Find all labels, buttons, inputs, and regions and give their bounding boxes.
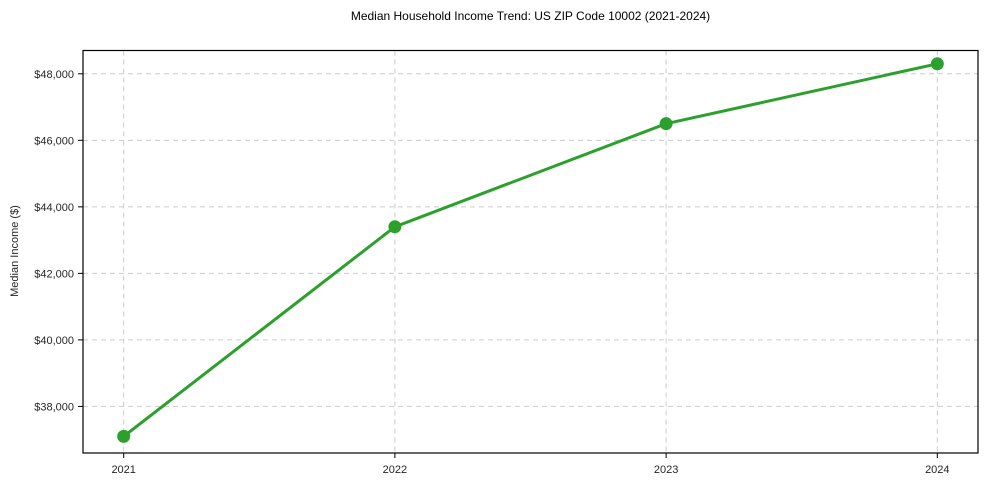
- data-line: [122, 62, 939, 438]
- y-tick-label: $46,000: [34, 135, 74, 147]
- y-tick-label: $44,000: [34, 202, 74, 214]
- y-tick-label: $38,000: [34, 401, 74, 413]
- data-point: [930, 57, 944, 71]
- y-tick-label: $40,000: [34, 335, 74, 347]
- data-point: [388, 220, 402, 234]
- x-tick-label: 2021: [111, 464, 135, 476]
- data-point: [659, 117, 673, 131]
- x-tick-label: 2024: [925, 464, 949, 476]
- y-tick-label: $48,000: [34, 69, 74, 81]
- plot-border: [82, 49, 979, 454]
- y-tick-label: $42,000: [34, 268, 74, 280]
- chart-title: Median Household Income Trend: US ZIP Co…: [350, 9, 711, 23]
- data-point: [117, 429, 131, 443]
- x-tick-label: 2023: [654, 464, 678, 476]
- x-tick-label: 2022: [383, 464, 407, 476]
